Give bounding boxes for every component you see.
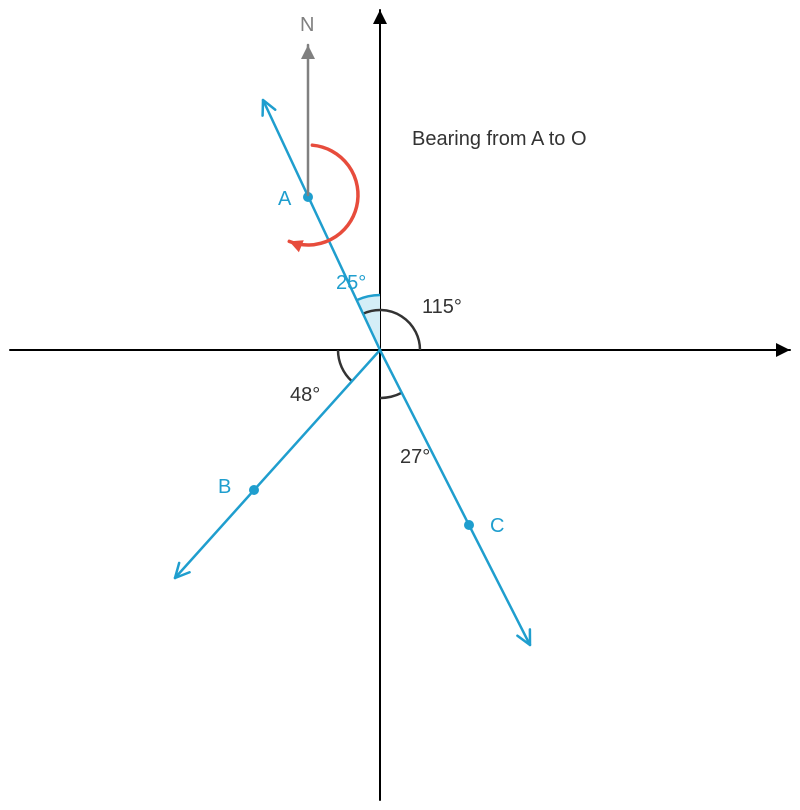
angle-48-label: 48° [290, 384, 320, 407]
point-c-label: C [490, 515, 504, 538]
angle-25-label: 25° [336, 272, 366, 295]
north-label: N [300, 14, 314, 37]
angle-115-label: 115° [422, 296, 462, 319]
angle-27-label: 27° [400, 446, 430, 469]
diagram-title: Bearing from A to O [412, 128, 587, 151]
point-b-label: B [218, 476, 231, 499]
point-a-label: A [278, 188, 291, 211]
